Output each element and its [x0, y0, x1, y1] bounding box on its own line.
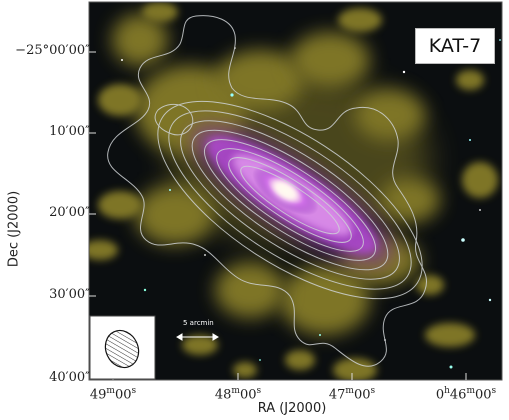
- x-axis-title: RA (J2000): [257, 401, 327, 416]
- plot-frame: [88, 1, 503, 381]
- y-tick-label: 20′00″: [49, 205, 90, 220]
- galaxy: [191, 123, 393, 267]
- scale-bar-label: 5 arcmin: [183, 319, 214, 327]
- y-tick-label: −25°00′00″: [15, 43, 90, 58]
- x-tick-label: 47m00s: [328, 386, 376, 403]
- y-tick-label: 40′00″: [49, 370, 90, 385]
- y-tick-label: 30′00″: [49, 287, 90, 302]
- telescope-label: KAT-7: [415, 28, 495, 64]
- x-tick-label: 49m00s: [89, 386, 137, 403]
- x-tick-label: 0h46m00s: [435, 386, 497, 403]
- scale-bar: [176, 333, 219, 341]
- x-tick-label: 48m00s: [214, 386, 262, 403]
- beam-ellipse: [104, 329, 140, 369]
- stars: [96, 39, 501, 369]
- y-tick-label: 10′00″: [49, 124, 90, 139]
- y-axis-title: Dec (J2000): [6, 190, 22, 268]
- hi-contours: [107, 15, 427, 367]
